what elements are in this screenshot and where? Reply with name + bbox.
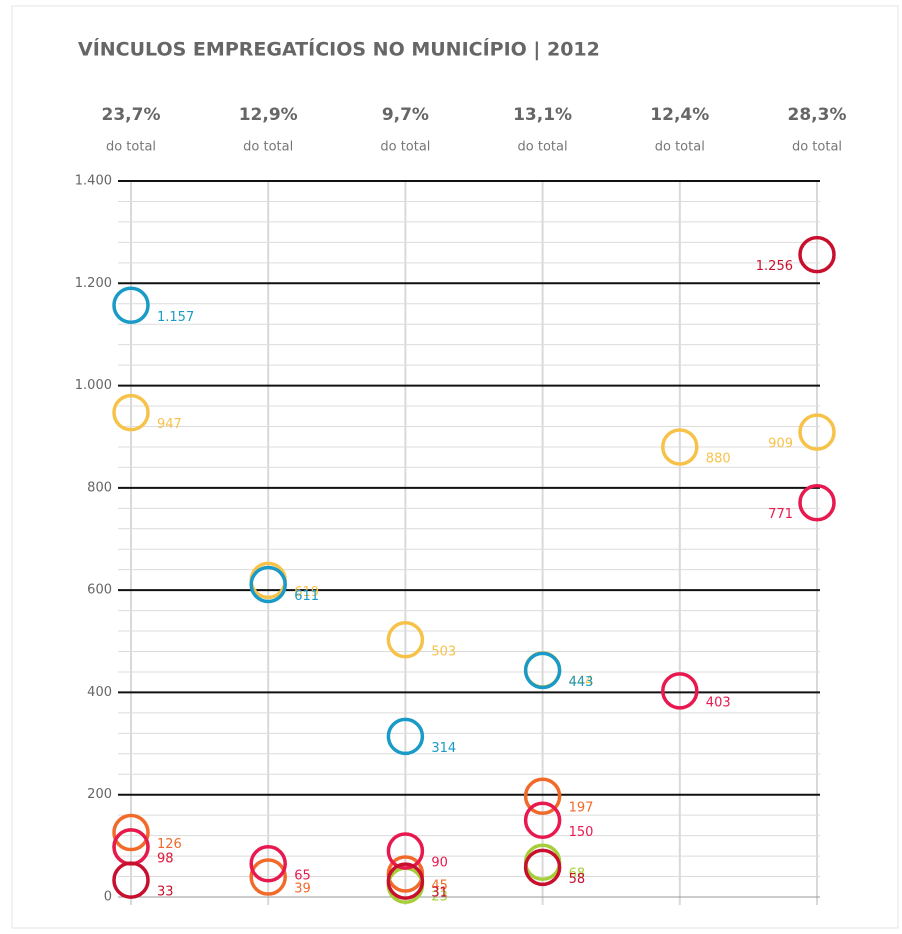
value-label: 197 [569, 801, 594, 816]
value-label: 98 [157, 851, 174, 866]
value-label: 611 [294, 589, 319, 604]
y-tick-label: 600 [87, 583, 112, 598]
value-label: 98 [157, 851, 174, 866]
value-label: 150 [569, 825, 594, 840]
y-tick-label: 200 [87, 787, 112, 802]
y-tick-label: 400 [87, 685, 112, 700]
value-label: 31 [431, 886, 448, 901]
value-label: 45 [431, 878, 448, 893]
column-note: do total [243, 140, 293, 155]
dot [523, 801, 562, 840]
value-label: 403 [706, 695, 731, 710]
value-label: 1.157 [157, 310, 194, 325]
value-label: 947 [157, 417, 182, 432]
value-label: 58 [569, 872, 586, 887]
dot [798, 483, 836, 522]
column-note: do total [106, 140, 156, 155]
dot [661, 428, 699, 466]
value-label: 771 [768, 507, 793, 522]
column-percent: 13,1% [513, 105, 572, 125]
dot [249, 565, 287, 604]
dot [386, 717, 425, 756]
y-tick-label: 800 [87, 480, 112, 495]
dot [386, 832, 425, 870]
dot [112, 861, 150, 899]
dot [523, 777, 562, 815]
value-label: 39 [294, 882, 311, 897]
column-percent: 12,4% [650, 105, 709, 125]
dot [386, 862, 425, 900]
value-label: 126 [157, 837, 182, 852]
y-tick-label: 1.000 [75, 378, 112, 393]
value-label: 23 [431, 890, 448, 905]
dot [249, 858, 287, 896]
dot [112, 286, 150, 325]
y-tick-label: 1.200 [75, 276, 112, 291]
dot [798, 235, 836, 274]
value-label: 909 [768, 437, 793, 452]
column-percent: 23,7% [102, 105, 161, 125]
value-label: 1.256 [756, 259, 793, 274]
column-note: do total [792, 140, 842, 155]
value-label: 443 [569, 675, 594, 690]
value-label: 90 [431, 855, 448, 870]
value-label: 880 [706, 451, 731, 466]
column-note: do total [655, 140, 705, 155]
value-label: 314 [431, 741, 456, 756]
value-label: 444 [569, 674, 594, 689]
value-label: 503 [431, 644, 456, 659]
value-label: 65 [294, 868, 311, 883]
dot [112, 393, 150, 432]
dot [523, 651, 562, 690]
dot [386, 621, 425, 659]
y-tick-label: 0 [104, 890, 112, 905]
dot [112, 813, 150, 852]
value-label: 33 [157, 885, 174, 900]
value-label: 619 [294, 585, 319, 600]
dot [661, 672, 699, 710]
column-percent: 12,9% [239, 105, 298, 125]
chart-title: VÍNCULOS EMPREGATÍCIOS NO MUNICÍPIO | 20… [78, 38, 600, 61]
column-percent: 9,7% [382, 105, 429, 125]
dot [798, 413, 836, 451]
column-note: do total [380, 140, 430, 155]
y-tick-label: 1.400 [75, 174, 112, 189]
value-label: 68 [569, 867, 586, 882]
column-note: do total [518, 140, 568, 155]
column-percent: 28,3% [788, 105, 847, 125]
dot [249, 845, 287, 883]
dot [523, 848, 562, 887]
